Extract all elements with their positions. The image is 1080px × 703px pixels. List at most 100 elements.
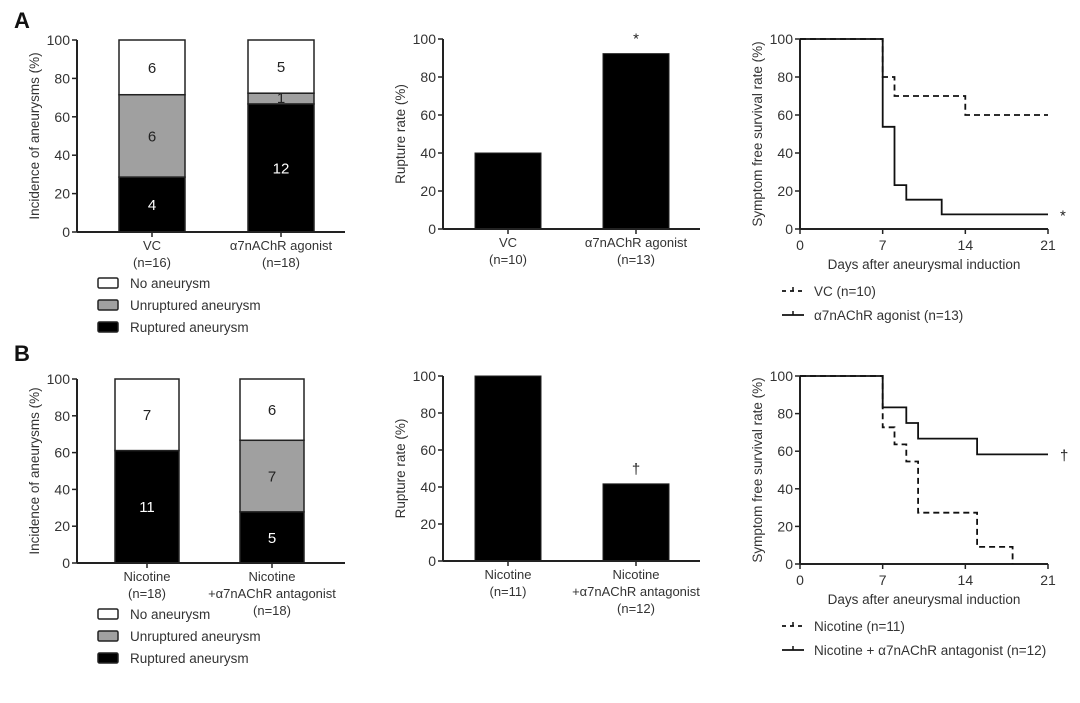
survival-curve-dashed [800, 375, 1014, 564]
bar-count-label: 6 [148, 128, 156, 145]
y-tick-label: 0 [785, 556, 793, 572]
y-tick-label: 40 [420, 145, 436, 161]
y-tick-label: 0 [62, 555, 70, 571]
x-tick-label: 21 [1040, 237, 1056, 253]
y-tick-label: 20 [420, 516, 436, 532]
y-axis-label: Rupture rate (%) [393, 419, 408, 519]
y-tick-label: 80 [420, 405, 436, 421]
bar-segment [118, 93, 186, 178]
significance-marker: † [632, 461, 640, 478]
category-label: VC [143, 238, 161, 253]
category-label: (n=18) [128, 586, 166, 601]
y-tick-label: 80 [420, 69, 436, 85]
x-tick-label: 14 [958, 237, 974, 253]
category-label: (n=11) [490, 584, 527, 599]
category-label: α7nAChR agonist [230, 238, 333, 253]
bar-count-label: 5 [277, 59, 285, 76]
y-tick-label: 100 [413, 368, 437, 384]
panel-letter-b: B [14, 341, 30, 366]
y-tick-label: 40 [777, 145, 793, 161]
chart-B2: 0 20 40 60 80 100 Rupture rate (%) † Nicotine (n=… [393, 368, 700, 616]
significance-marker: † [1060, 447, 1068, 464]
legend-swatch [97, 277, 119, 289]
category-label: Nicotine [485, 567, 532, 582]
y-tick-label: 40 [54, 481, 70, 497]
bar [602, 483, 670, 562]
y-tick-label: 40 [54, 147, 70, 163]
legend-swatch [97, 608, 119, 620]
y-tick-label: 100 [47, 32, 71, 48]
y-tick-label: 100 [770, 368, 794, 384]
y-tick-label: 20 [777, 518, 793, 534]
y-axis-label: Symptom free survival rate (%) [750, 377, 765, 562]
category-label: Nicotine [124, 569, 171, 584]
y-tick-label: 80 [777, 406, 793, 422]
y-tick-label: 0 [62, 224, 70, 240]
y-tick-label: 20 [54, 186, 70, 202]
bar-count-label: 6 [268, 402, 276, 419]
survival-curve-solid [800, 375, 1048, 456]
category-label: Nicotine [613, 567, 660, 582]
x-tick-label: 0 [796, 572, 804, 588]
chart-A1: 0 20 40 60 80 100 Incidence of aneurysms (%) 4 6… [27, 32, 345, 335]
y-tick-label: 20 [777, 183, 793, 199]
y-tick-label: 0 [428, 553, 436, 569]
y-tick-label: 80 [777, 69, 793, 85]
y-tick-label: 80 [54, 70, 70, 86]
y-tick-label: 80 [54, 408, 70, 424]
bar-segment [239, 378, 305, 442]
y-axis-label: Incidence of aneurysms (%) [27, 52, 42, 219]
bar-count-label: 6 [148, 60, 156, 77]
panel-letter-a: A [14, 8, 30, 33]
y-tick-label: 20 [54, 518, 70, 534]
y-tick-label: 100 [413, 31, 437, 47]
bar-segment [247, 39, 315, 94]
legend-swatch [97, 630, 119, 642]
category-label: (n=18) [262, 255, 300, 270]
bar-count-label: 7 [143, 407, 151, 424]
chart-A2: 0 20 40 60 80 100 Rupture rate (%) * VC (n=10) α7n… [393, 31, 700, 267]
y-tick-label: 60 [54, 109, 70, 125]
category-label: (n=13) [617, 252, 655, 267]
y-tick-label: 60 [777, 443, 793, 459]
category-label: (n=16) [133, 255, 171, 270]
y-tick-label: 60 [420, 107, 436, 123]
bar-segment [118, 39, 186, 96]
y-tick-label: 60 [777, 107, 793, 123]
y-tick-label: 0 [785, 221, 793, 237]
y-axis-label: Symptom free survival rate (%) [750, 41, 765, 226]
x-tick-label: 14 [958, 572, 974, 588]
bar-segment [114, 378, 180, 452]
y-axis-label: Rupture rate (%) [393, 84, 408, 184]
y-tick-label: 100 [770, 31, 794, 47]
category-label: +α7nAChR antagonist [208, 586, 336, 601]
survival-curve-dashed [800, 38, 1048, 116]
significance-marker: * [1060, 207, 1066, 224]
legend-label: Unruptured aneurysm [130, 298, 261, 313]
bar-segment [247, 103, 315, 233]
significance-marker: * [633, 31, 639, 48]
chart-B1: 0 20 40 60 80 100 Incidence of aneurysms (%) 11… [27, 371, 345, 666]
bar-count-label: 5 [268, 530, 276, 547]
legend-swatch [97, 299, 119, 311]
legend-label: VC (n=10) [814, 284, 876, 299]
bar-count-label: 12 [273, 160, 290, 177]
legend-swatch [97, 652, 119, 664]
y-tick-label: 60 [420, 442, 436, 458]
y-tick-label: 0 [428, 221, 436, 237]
bar-count-label: 1 [277, 90, 285, 107]
category-label: (n=18) [253, 603, 291, 618]
category-label: +α7nAChR antagonist [572, 584, 700, 599]
x-axis-label: Days after aneurysmal induction [828, 257, 1021, 272]
survival-curve-solid [800, 38, 1048, 216]
category-label: Nicotine [249, 569, 296, 584]
legend-label: α7nAChR agonist (n=13) [814, 308, 963, 323]
x-tick-label: 0 [796, 237, 804, 253]
x-axis-label: Days after aneurysmal induction [828, 592, 1021, 607]
x-tick-label: 7 [879, 572, 887, 588]
y-tick-label: 100 [47, 371, 71, 387]
legend-label: Nicotine + α7nAChR antagonist (n=12) [814, 643, 1046, 658]
category-label: (n=12) [617, 601, 655, 616]
legend-label: No aneurysm [130, 276, 210, 291]
